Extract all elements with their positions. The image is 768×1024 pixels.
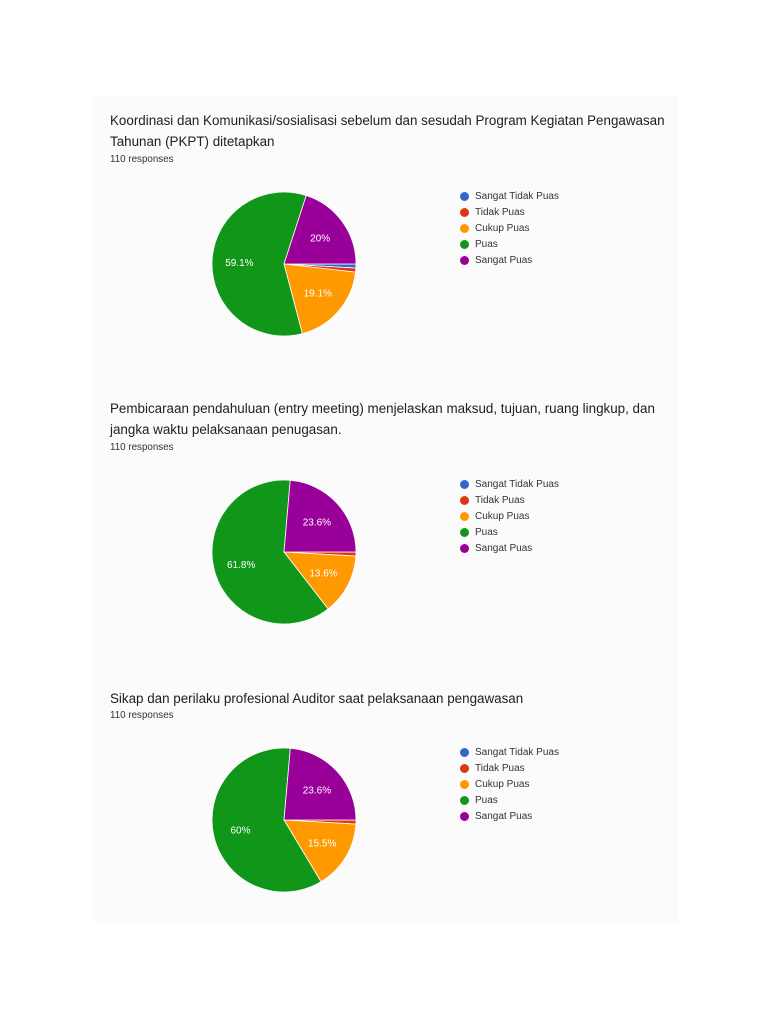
- legend-item-tidak-puas: Tidak Puas: [460, 204, 559, 220]
- slice-data-label: 60%: [230, 826, 250, 837]
- legend-dot-icon: [460, 223, 469, 233]
- pie-slice-puas: [211, 191, 307, 337]
- legend-item-puas: Puas: [460, 524, 559, 540]
- legend-label: Cukup Puas: [475, 222, 530, 234]
- chart-card-1: Koordinasi dan Komunikasi/sosialisasi se…: [92, 110, 678, 370]
- legend-item-tidak-puas: Tidak Puas: [460, 760, 559, 776]
- legend-dot-icon: [460, 511, 469, 521]
- legend-label: Puas: [475, 526, 498, 538]
- slice-data-label: 20%: [310, 233, 330, 244]
- chart-legend: Sangat Tidak Puas Tidak Puas Cukup Puas …: [460, 744, 559, 824]
- legend-dot-icon: [460, 779, 469, 789]
- legend-label: Puas: [475, 794, 498, 806]
- legend-dot-icon: [460, 747, 469, 757]
- report-page: Koordinasi dan Komunikasi/sosialisasi se…: [92, 96, 678, 922]
- chart-legend: Sangat Tidak Puas Tidak Puas Cukup Puas …: [460, 476, 559, 556]
- chart-card-2: Pembicaraan pendahuluan (entry meeting) …: [92, 398, 678, 658]
- pie-slice-sangat-puas: [283, 195, 357, 265]
- legend-label: Tidak Puas: [475, 762, 525, 774]
- legend-dot-icon: [460, 479, 469, 489]
- legend-item-cukup-puas: Cukup Puas: [460, 508, 559, 524]
- legend-item-sangat-puas: Sangat Puas: [460, 808, 559, 824]
- slice-data-label: 15.5%: [308, 839, 336, 850]
- legend-dot-icon: [460, 811, 469, 821]
- response-count: 110 responses: [110, 442, 174, 453]
- legend-dot-icon: [460, 255, 469, 265]
- legend-item-sangat-tidak-puas: Sangat Tidak Puas: [460, 744, 559, 760]
- chart-legend: Sangat Tidak Puas Tidak Puas Cukup Puas …: [460, 188, 559, 268]
- response-count: 110 responses: [110, 710, 174, 721]
- legend-dot-icon: [460, 191, 469, 201]
- legend-item-tidak-puas: Tidak Puas: [460, 492, 559, 508]
- legend-label: Tidak Puas: [475, 206, 525, 218]
- pie-slice-cukup-puas: [283, 819, 357, 883]
- legend-dot-icon: [460, 495, 469, 505]
- legend-item-puas: Puas: [460, 792, 559, 808]
- legend-item-sangat-puas: Sangat Puas: [460, 540, 559, 556]
- legend-label: Sangat Puas: [475, 254, 533, 266]
- chart-title: Pembicaraan pendahuluan (entry meeting) …: [110, 401, 655, 437]
- legend-label: Sangat Tidak Puas: [475, 746, 559, 758]
- legend-dot-icon: [460, 795, 469, 805]
- chart-card-3: Sikap dan perilaku profesional Auditor s…: [92, 688, 678, 918]
- slice-data-label: 13.6%: [309, 568, 337, 579]
- slice-data-label: 23.6%: [303, 517, 331, 528]
- legend-dot-icon: [460, 763, 469, 773]
- legend-dot-icon: [460, 543, 469, 553]
- legend-label: Tidak Puas: [475, 494, 525, 506]
- legend-label: Sangat Puas: [475, 810, 533, 822]
- legend-item-puas: Puas: [460, 236, 559, 252]
- legend-dot-icon: [460, 207, 469, 217]
- legend-label: Sangat Tidak Puas: [475, 190, 559, 202]
- legend-label: Puas: [475, 238, 498, 250]
- pie-slice-puas: [211, 479, 329, 625]
- chart-title: Sikap dan perilaku profesional Auditor s…: [110, 691, 524, 706]
- legend-item-cukup-puas: Cukup Puas: [460, 220, 559, 236]
- legend-label: Sangat Tidak Puas: [475, 478, 559, 490]
- slice-data-label: 61.8%: [227, 560, 255, 571]
- pie-chart: 19.1% 59.1% 20%: [211, 191, 357, 337]
- response-count: 110 responses: [110, 154, 174, 165]
- pie-chart: 15.5% 60% 23.6%: [211, 747, 357, 893]
- legend-label: Sangat Puas: [475, 542, 533, 554]
- legend-item-cukup-puas: Cukup Puas: [460, 776, 559, 792]
- legend-dot-icon: [460, 527, 469, 537]
- legend-item-sangat-tidak-puas: Sangat Tidak Puas: [460, 476, 559, 492]
- slice-data-label: 59.1%: [225, 258, 253, 269]
- pie-slice-cukup-puas: [283, 263, 356, 335]
- chart-title: Koordinasi dan Komunikasi/sosialisasi se…: [110, 113, 665, 149]
- pie-chart: 13.6% 61.8% 23.6%: [211, 479, 357, 625]
- legend-item-sangat-puas: Sangat Puas: [460, 252, 559, 268]
- pie-slice-sangat-puas: [283, 747, 357, 821]
- legend-label: Cukup Puas: [475, 778, 530, 790]
- slice-data-label: 19.1%: [304, 289, 332, 300]
- legend-dot-icon: [460, 239, 469, 249]
- pie-slice-puas: [211, 747, 322, 893]
- pie-slice-cukup-puas: [283, 551, 357, 610]
- legend-label: Cukup Puas: [475, 510, 530, 522]
- pie-slice-sangat-puas: [283, 479, 357, 553]
- slice-data-label: 23.6%: [303, 785, 331, 796]
- legend-item-sangat-tidak-puas: Sangat Tidak Puas: [460, 188, 559, 204]
